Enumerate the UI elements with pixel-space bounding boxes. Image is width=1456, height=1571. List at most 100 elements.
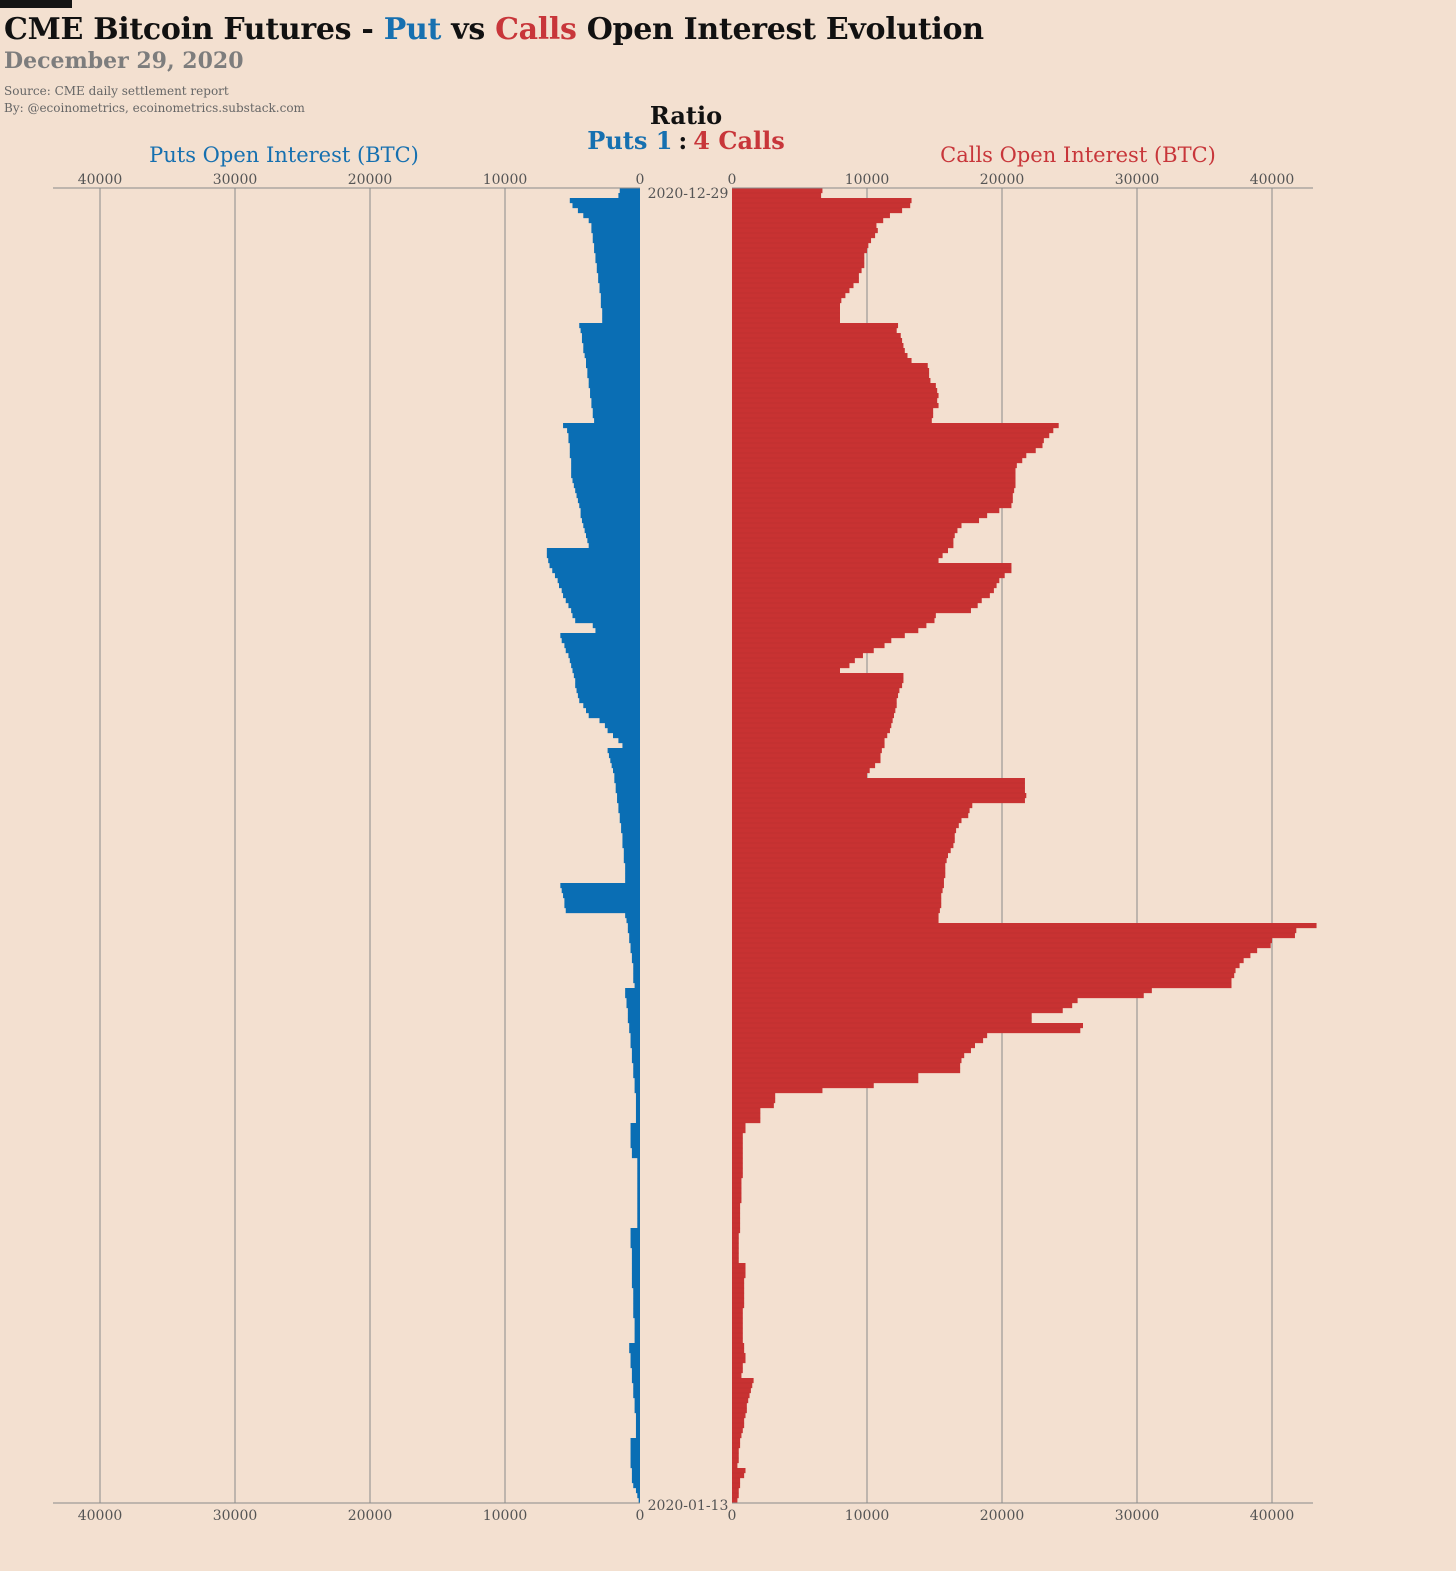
put-bar [568,603,640,609]
y-label-top-date: 2020-12-29 [648,186,729,202]
put-bar [627,1008,640,1014]
put-bar [635,1093,640,1099]
call-bar [732,1133,743,1139]
call-bar [732,198,912,204]
call-bar [732,413,934,419]
put-bar [592,233,640,239]
put-bar [631,1048,640,1054]
call-bar [732,473,1016,479]
tick-label-calls-bottom: 0 [728,1508,737,1524]
put-bar [599,718,640,724]
call-bar [732,1353,746,1359]
put-bar [557,578,640,584]
call-bar [732,228,878,234]
put-bar [630,1443,640,1449]
call-bar [732,323,899,329]
call-bar [732,483,1016,489]
call-bar [732,988,1152,994]
call-bar [732,533,955,539]
put-bar [618,738,640,744]
put-bar [613,768,640,774]
put-bar [630,948,640,954]
call-bar [732,608,971,614]
put-bar [635,1423,640,1429]
call-bar [732,1043,975,1049]
put-bar [634,1078,640,1084]
put-bar [619,818,640,824]
call-bar [732,1208,741,1214]
tick-label-puts-top: 10000 [483,172,528,188]
put-bar [576,493,640,499]
put-bar [626,918,640,924]
call-bar [732,1393,750,1399]
call-bar [732,203,911,209]
put-bar [588,218,640,224]
call-bar [732,723,892,729]
put-bar [631,1378,640,1384]
call-bar [732,308,840,314]
put-bar [630,1033,640,1039]
put-bar [630,1448,640,1454]
call-bar [732,458,1023,464]
put-bar [581,518,640,524]
call-bar [732,1153,743,1159]
put-bar [637,1183,640,1189]
put-bar [633,1293,640,1299]
call-bar [732,443,1043,449]
put-bar [586,708,640,714]
call-bar [732,693,899,699]
put-bar [599,288,640,294]
call-bar [732,283,854,289]
call-bar [732,1383,753,1389]
put-bar [571,463,640,469]
put-bar [583,343,640,349]
tick-label-layer: 40000 40000 30000 30000 20000 20000 10000 10000… [78,172,1295,1524]
call-bar [732,1488,739,1494]
call-bar [732,243,869,249]
tick-label-puts-top: 20000 [348,172,393,188]
put-bar [546,553,640,559]
put-bar [623,858,640,864]
call-bar [732,743,885,749]
call-bar [732,763,876,769]
put-bar [586,358,640,364]
put-bar [576,688,640,694]
call-bar [732,1443,741,1449]
call-bar [732,1343,745,1349]
call-bar [732,513,988,519]
put-bar [572,613,640,619]
put-bar [596,263,640,269]
put-bar [596,268,640,274]
call-bar [732,353,908,359]
put-bar [629,1348,640,1354]
call-bar [732,708,896,714]
put-bar [581,338,640,344]
put-bar [549,563,640,569]
call-bar [732,1498,738,1504]
call-bar [732,1158,743,1164]
call-bar [732,898,942,904]
call-bar [732,253,865,259]
call-bar [732,1083,874,1089]
put-bar [617,793,640,799]
call-bar [732,548,948,554]
put-bar [629,1023,640,1029]
call-bar [732,1328,743,1334]
call-bar [732,428,1054,434]
put-bar [575,488,640,494]
tick-label-puts-bottom: 30000 [213,1508,258,1524]
call-bar [732,343,904,349]
ratio-puts-label: Puts 1 [587,126,672,155]
put-bar [631,1053,640,1059]
call-bar [732,593,990,599]
put-bar [569,448,640,454]
call-bar [732,438,1044,444]
call-bar [732,493,1013,499]
put-bar [584,353,640,359]
put-bar [634,1333,640,1339]
put-bar [630,1243,640,1249]
call-bar [732,1233,739,1239]
put-bar [630,1463,640,1469]
put-bar [564,903,640,909]
call-bar [732,1348,745,1354]
